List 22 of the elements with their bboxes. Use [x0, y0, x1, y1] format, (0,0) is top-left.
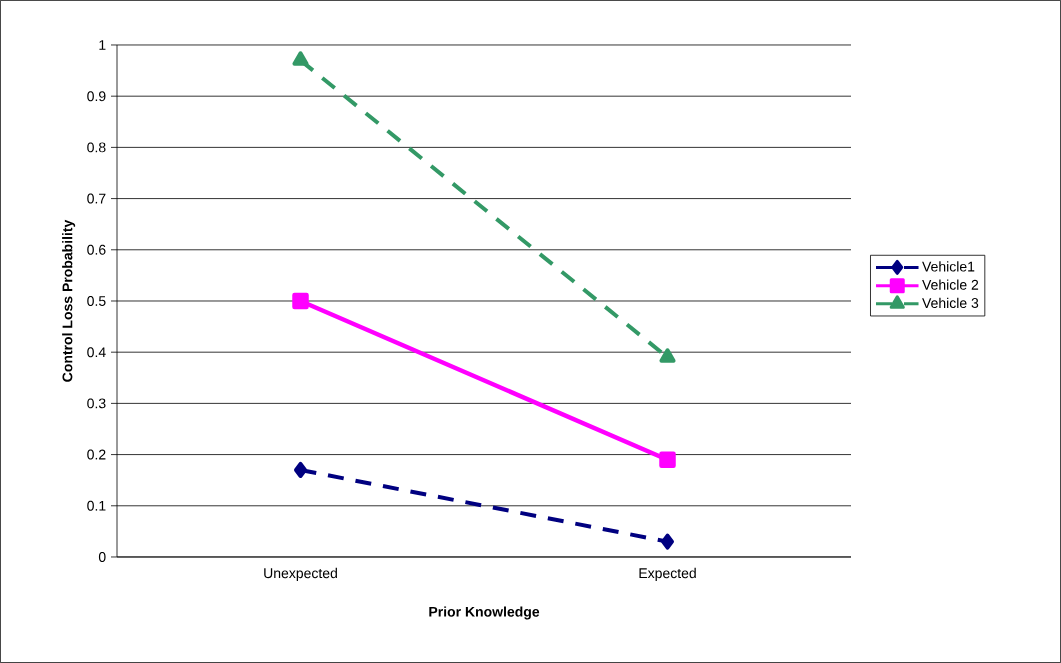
x-axis-title: Prior Knowledge	[429, 606, 540, 620]
y-tick-label: 0.2	[87, 449, 106, 460]
y-tick-label: 0.5	[87, 296, 106, 306]
legend-label: Vehicle1	[922, 261, 975, 272]
y-tick-label: 0.4	[87, 347, 106, 358]
y-tick-label: 0.7	[87, 193, 106, 204]
y-tick-label: 0.8	[87, 142, 106, 153]
y-tick-label: 0.1	[87, 500, 106, 511]
point	[294, 461, 308, 478]
x-tick-label: Unexpected	[264, 567, 337, 581]
point	[659, 451, 676, 468]
x-tick-label: Expected	[639, 567, 696, 581]
legend-label: Vehicle 3	[922, 297, 979, 309]
y-tick-label: 0.9	[87, 91, 106, 102]
legend-label: Vehicle 2	[922, 279, 979, 290]
y-tick-label: 0	[98, 552, 106, 562]
point	[661, 533, 675, 550]
y-axis-title: Control Loss Probability	[62, 219, 76, 382]
y-tick-label: 0.6	[87, 244, 106, 255]
y-tick-label: 1	[99, 40, 106, 50]
point	[292, 292, 309, 310]
y-tick-label: 0.3	[87, 398, 106, 409]
